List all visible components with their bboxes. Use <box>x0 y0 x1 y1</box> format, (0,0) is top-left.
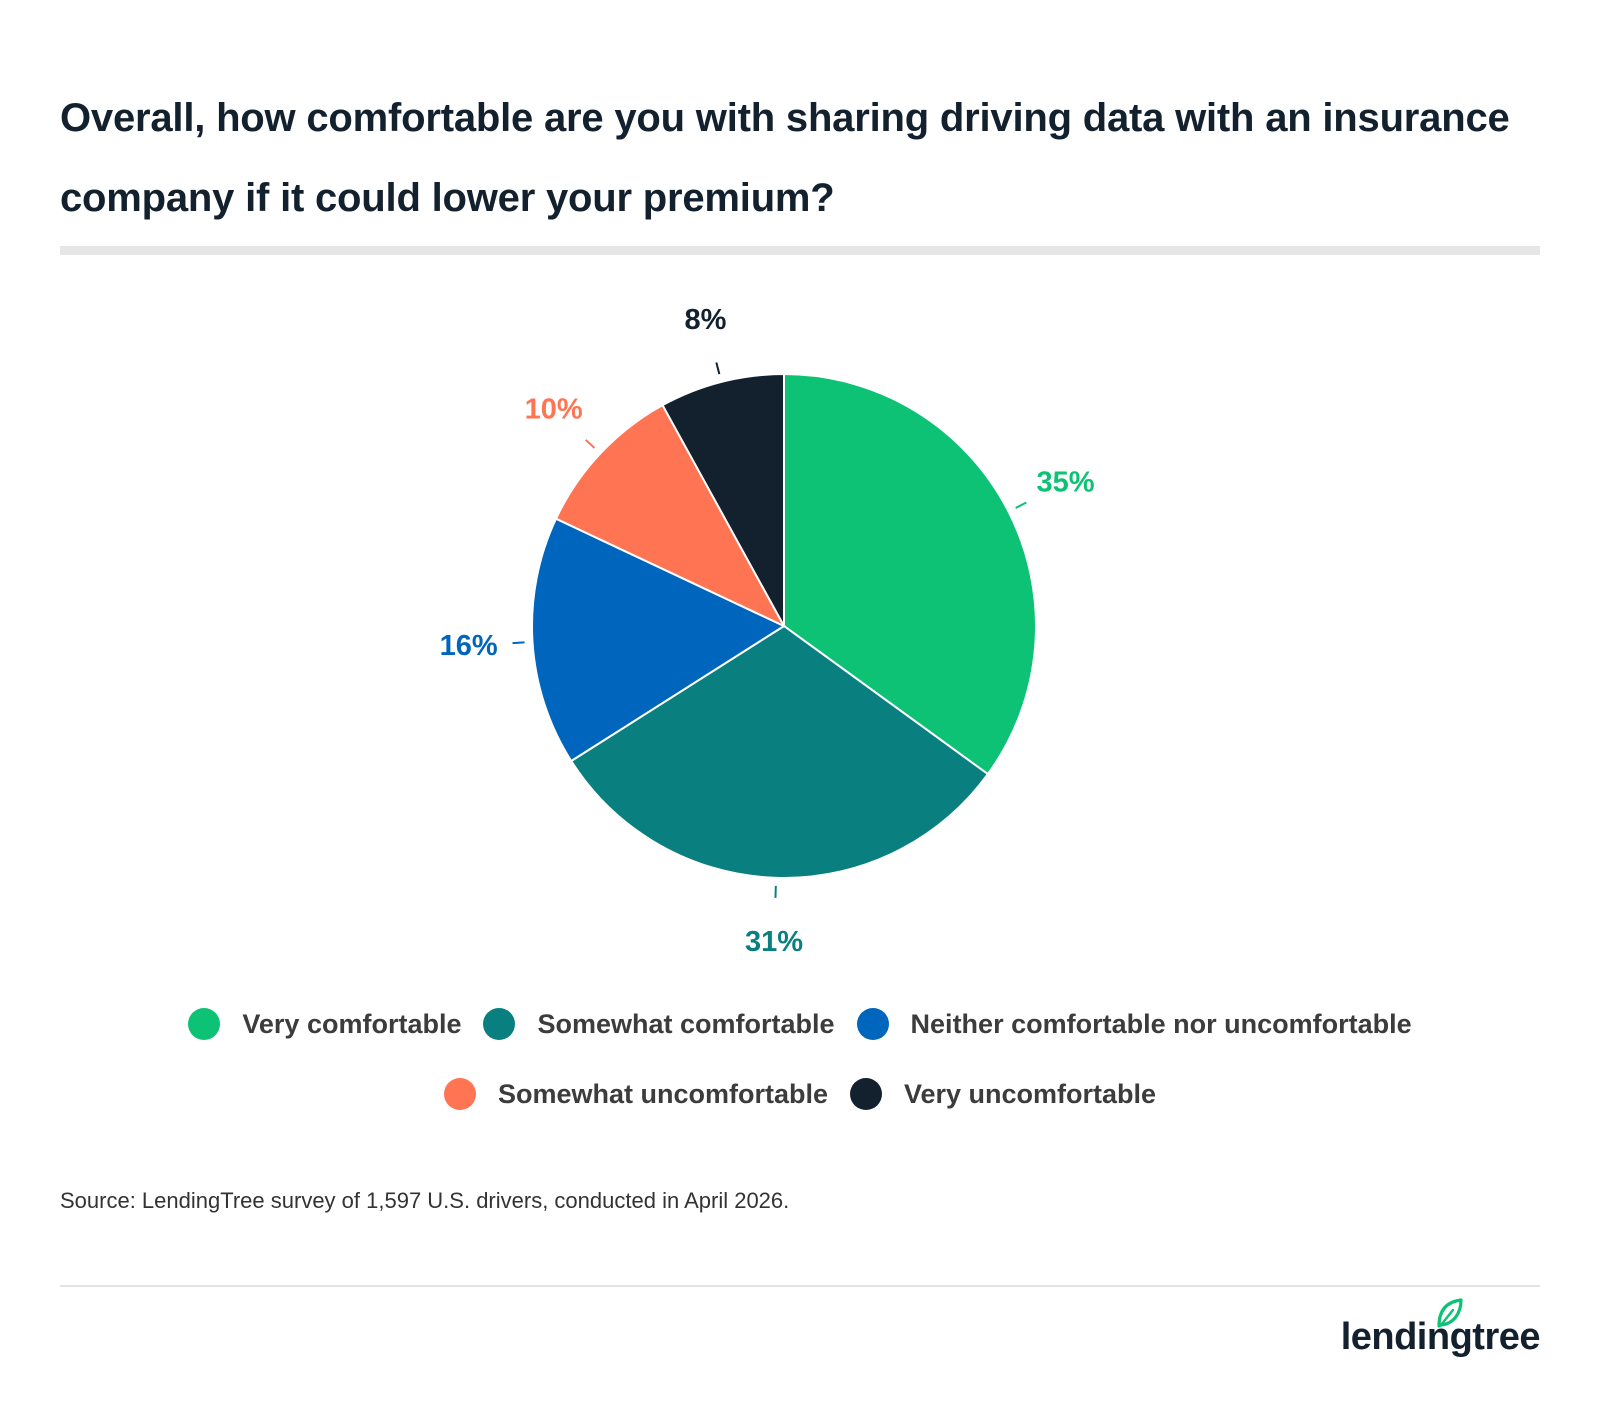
title-divider <box>60 246 1540 255</box>
pie-slice-neither-comfortable-nor-uncomfortable <box>531 517 787 763</box>
slice-data-label: 35% <box>1037 467 1095 499</box>
label-leader-line <box>1015 501 1027 509</box>
legend-swatch <box>849 1078 882 1110</box>
legend-row-1: Very comfortable Somewhat comfortable Ne… <box>0 1008 1600 1040</box>
pie-slice-somewhat-uncomfortable <box>554 403 787 629</box>
legend-swatch <box>483 1008 516 1040</box>
slice-data-label: 16% <box>440 630 498 662</box>
chart-title: Overall, how comfortable are you with sh… <box>60 96 1510 220</box>
legend-row-2: Somewhat uncomfortable Very uncomfortabl… <box>0 1078 1600 1110</box>
pie-slice-very-comfortable <box>783 372 1037 776</box>
legend-label: Neither comfortable nor uncomfortable <box>910 1008 1412 1039</box>
source-note: Source: LendingTree survey of 1,597 U.S.… <box>60 1188 790 1213</box>
legend-swatch <box>443 1078 476 1110</box>
footer-divider <box>60 1285 1540 1287</box>
legend-label: Somewhat uncomfortable <box>497 1078 828 1109</box>
legend-label: Very uncomfortable <box>903 1078 1157 1109</box>
legend-item-very-comfortable: Very comfortable <box>188 1008 461 1040</box>
legend-swatch <box>188 1008 221 1040</box>
label-leader-line <box>512 641 525 645</box>
legend-item-neither: Neither comfortable nor uncomfortable <box>856 1008 1412 1040</box>
slice-data-label: 31% <box>745 926 803 958</box>
legend-item-very-uncomfortable: Very uncomfortable <box>849 1078 1157 1110</box>
slice-data-label: 8% <box>684 304 726 336</box>
lendingtree-logo: lendingtree <box>1341 1298 1541 1356</box>
leaf-icon <box>1437 1298 1463 1328</box>
pie-slice-very-uncomfortable <box>661 372 785 627</box>
legend-label: Very comfortable <box>242 1008 462 1039</box>
legend-label: Somewhat comfortable <box>537 1008 835 1039</box>
legend-item-somewhat-uncomfortable: Somewhat uncomfortable <box>443 1078 828 1110</box>
pie-chart: 35% 31% 16% 10% 8% <box>440 304 1095 958</box>
label-leader-line <box>585 439 596 449</box>
pie-slice-somewhat-comfortable <box>569 624 990 879</box>
slice-data-label: 10% <box>525 394 583 426</box>
legend-item-somewhat-comfortable: Somewhat comfortable <box>483 1008 835 1040</box>
label-leader-line <box>715 362 721 375</box>
legend-swatch <box>856 1008 889 1040</box>
